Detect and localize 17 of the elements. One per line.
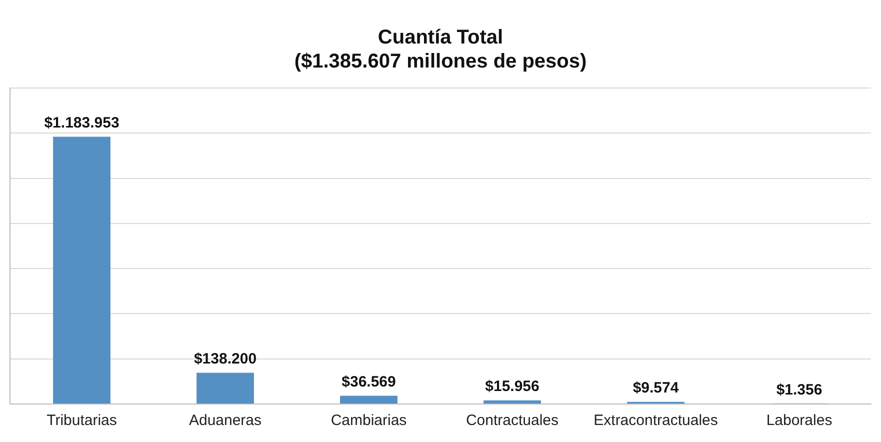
- bar: [340, 396, 398, 404]
- data-label: $36.569: [342, 373, 396, 390]
- data-label: $15.956: [485, 378, 540, 396]
- data-label: $138.200: [194, 350, 257, 368]
- chart-title: Cuantía Total ($1.385.607 millones de pesos): [294, 26, 587, 73]
- x-tick-label: Laborales: [766, 412, 832, 430]
- bar: [196, 372, 254, 404]
- data-label: $1.356: [776, 381, 822, 398]
- x-tick-label: Extracontractuales: [594, 412, 718, 430]
- bar: [484, 400, 541, 404]
- x-tick-label: Contractuales: [466, 412, 559, 430]
- data-label: $9.574: [632, 379, 680, 396]
- bar: [53, 136, 110, 404]
- data-label: $1.183.953: [44, 114, 120, 132]
- x-tick-label: Tributarias: [46, 412, 117, 430]
- x-tick-label: Cambiarias: [330, 412, 407, 430]
- x-tick-label: Aduaneras: [188, 412, 262, 430]
